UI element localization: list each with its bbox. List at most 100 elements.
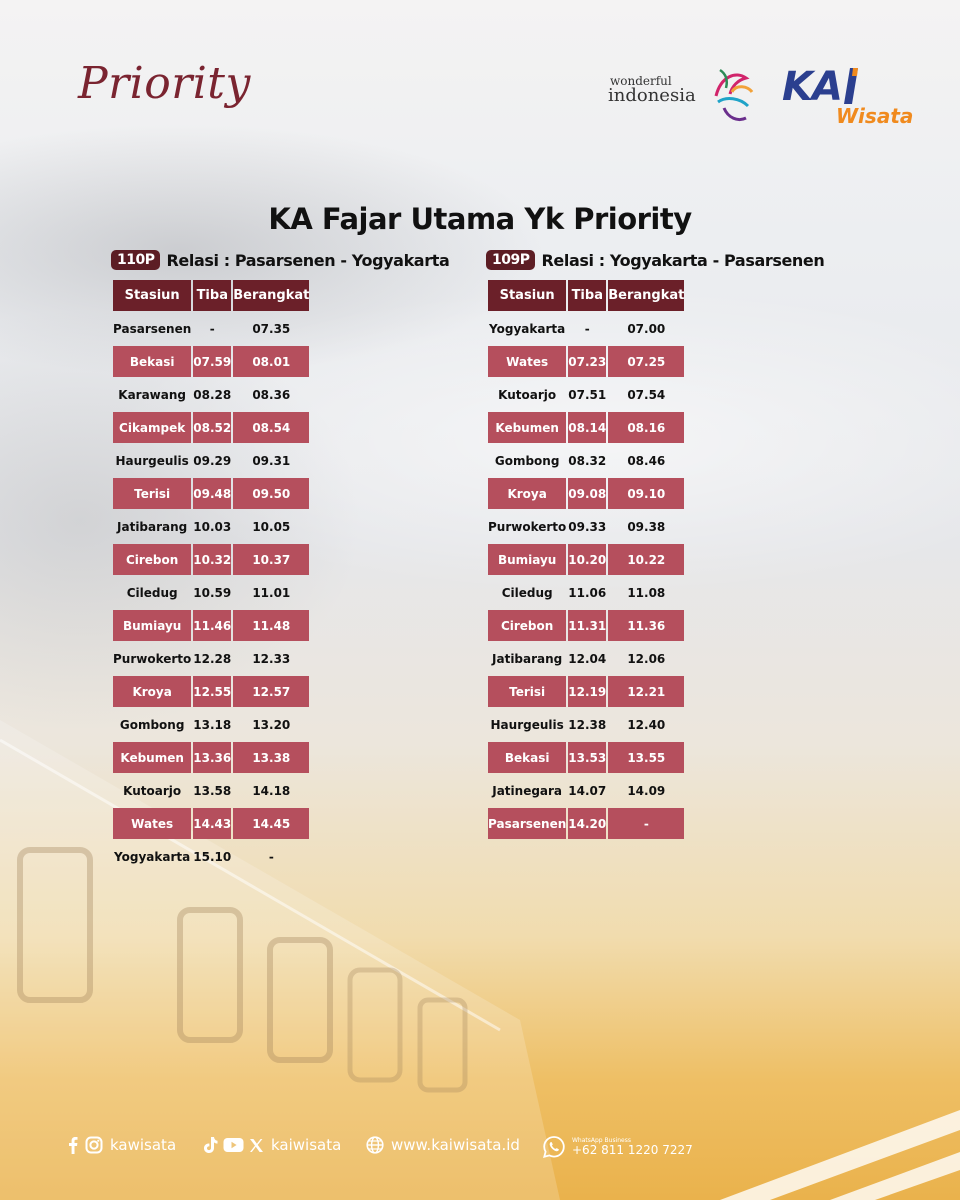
- footer-social-kawisata[interactable]: kawisata: [68, 1136, 176, 1154]
- cell-berangkat: 12.40: [627, 717, 666, 732]
- whatsapp-number[interactable]: +62 811 1220 7227: [572, 1143, 693, 1157]
- whatsapp-icon[interactable]: [542, 1135, 566, 1159]
- cell-berangkat: 08.01: [233, 346, 310, 377]
- cell-stasiun: Terisi: [113, 478, 192, 509]
- cell-berangkat: 14.18: [252, 783, 291, 798]
- table-row: Jatinegara 14.07 14.09: [488, 775, 684, 806]
- table-row: Kebumen 08.14 08.16: [488, 412, 685, 443]
- schedule-table-109p: Stasiun Tiba Berangkat Yogyakarta - 07.00 W…: [486, 278, 686, 841]
- cell-stasiun: Jatibarang: [492, 651, 563, 666]
- table-row: Ciledug 11.06 11.08: [488, 577, 684, 608]
- cell-stasiun: Bumiayu: [488, 544, 567, 575]
- cell-tiba: 14.43: [193, 808, 232, 839]
- column-header-tiba: Tiba: [568, 280, 607, 311]
- cell-tiba: 09.48: [193, 478, 232, 509]
- table-row: Haurgeulis 12.38 12.40: [488, 709, 684, 740]
- cell-berangkat: 13.55: [608, 742, 685, 773]
- youtube-icon[interactable]: [223, 1137, 244, 1153]
- cell-tiba: 13.36: [193, 742, 232, 773]
- cell-stasiun: Yogyakarta: [489, 321, 566, 336]
- footer-whatsapp-contact[interactable]: WhatsApp Business +62 811 1220 7227: [542, 1135, 693, 1159]
- cell-berangkat: 12.57: [233, 676, 310, 707]
- cell-berangkat: 09.10: [608, 478, 685, 509]
- cell-berangkat: 10.22: [608, 544, 685, 575]
- table-row: Yogyakarta - 07.00: [488, 313, 684, 344]
- cell-tiba: 10.59: [193, 585, 232, 600]
- route-110p-heading: 110P Relasi : Pasarsenen - Yogyakarta: [111, 250, 450, 270]
- cell-tiba: 12.19: [568, 676, 607, 707]
- column-header-berangkat: Berangkat: [608, 280, 685, 311]
- schedule-table-body-110p: Pasarsenen -07.35 Bekasi 07.59 08.01 Karawang…: [113, 313, 310, 872]
- cell-stasiun: Cikampek: [113, 412, 192, 443]
- page-title: KA Fajar Utama Yk Priority: [268, 202, 692, 236]
- whatsapp-text-group: WhatsApp Business +62 811 1220 7227: [572, 1137, 693, 1157]
- cell-stasiun: Bumiayu: [113, 610, 192, 641]
- table-row: Gombong 08.32 08.46: [488, 445, 684, 476]
- cell-tiba: 07.23: [568, 346, 607, 377]
- footer-social-kaiwisata[interactable]: kaiwisata: [203, 1136, 341, 1154]
- footer-website-link[interactable]: www.kaiwisata.id: [366, 1136, 520, 1154]
- footer-handle-kawisata[interactable]: kawisata: [110, 1136, 177, 1154]
- cell-berangkat: 08.46: [627, 453, 666, 468]
- cell-stasiun: Kebumen: [113, 742, 192, 773]
- cell-tiba: -: [209, 321, 215, 336]
- cell-berangkat: 13.20: [252, 717, 291, 732]
- cell-tiba: 10.32: [193, 544, 232, 575]
- table-row: Wates 07.23 07.25: [488, 346, 685, 377]
- cell-stasiun: Gombong: [119, 717, 185, 732]
- cell-stasiun: Kroya: [113, 676, 192, 707]
- table-row: Purwokerto 09.33 09.38: [488, 511, 684, 542]
- cell-stasiun: Purwokerto: [488, 519, 567, 534]
- train-code-badge: 110P: [111, 250, 161, 270]
- cell-tiba: 12.55: [193, 676, 232, 707]
- cell-stasiun: Purwokerto: [113, 651, 192, 666]
- cell-stasiun: Bekasi: [113, 346, 192, 377]
- table-row: Purwokerto 12.28 12.33: [113, 643, 309, 674]
- globe-icon: [366, 1136, 384, 1154]
- kai-logo-wisata-text: Wisata: [836, 104, 914, 128]
- cell-berangkat: -: [608, 808, 685, 839]
- cell-tiba: 13.18: [193, 717, 232, 732]
- cell-stasiun: Bekasi: [488, 742, 567, 773]
- cell-berangkat: 07.35: [252, 321, 291, 336]
- cell-tiba: 12.04: [568, 651, 607, 666]
- table-row: Karawang 08.28 08.36: [113, 379, 309, 410]
- cell-berangkat: 11.08: [627, 585, 666, 600]
- table-row: Bumiayu 11.46 11.48: [113, 610, 310, 641]
- cell-tiba: 13.53: [568, 742, 607, 773]
- cell-stasiun: Cirebon: [113, 544, 192, 575]
- cell-berangkat: 07.54: [627, 387, 666, 402]
- cell-stasiun: Ciledug: [501, 585, 553, 600]
- cell-berangkat: 14.45: [233, 808, 310, 839]
- cell-stasiun: Wates: [113, 808, 192, 839]
- table-row: Kroya 09.08 09.10: [488, 478, 685, 509]
- cell-berangkat: 08.54: [233, 412, 310, 443]
- cell-berangkat: 11.01: [252, 585, 291, 600]
- footer-handle-kaiwisata[interactable]: kaiwisata: [271, 1136, 342, 1154]
- table-row: Kutoarjo 13.58 14.18: [113, 775, 309, 806]
- cell-tiba: 08.32: [568, 453, 607, 468]
- cell-stasiun: Haurgeulis: [490, 717, 564, 732]
- cell-stasiun: Pasarsenen: [488, 808, 567, 839]
- cell-berangkat: 13.38: [233, 742, 310, 773]
- cell-tiba: 07.59: [193, 346, 232, 377]
- footer-website-text[interactable]: www.kaiwisata.id: [391, 1136, 520, 1154]
- cell-stasiun: Kebumen: [488, 412, 567, 443]
- table-row: Bekasi 07.59 08.01: [113, 346, 310, 377]
- route-relasi-label: Relasi : Yogyakarta - Pasarsenen: [541, 250, 825, 270]
- table-row: Bekasi 13.53 13.55: [488, 742, 685, 773]
- tiktok-icon[interactable]: [203, 1136, 218, 1154]
- cell-tiba: 11.46: [193, 610, 232, 641]
- cell-berangkat: 08.16: [608, 412, 685, 443]
- cell-tiba: 12.38: [568, 717, 607, 732]
- x-icon[interactable]: [249, 1138, 264, 1153]
- cell-stasiun: Jatinegara: [492, 783, 563, 798]
- column-header-tiba: Tiba: [193, 280, 232, 311]
- schedule-table-body-109p: Yogyakarta - 07.00 Wates 07.23 07.25 Kutoarjo 0…: [488, 313, 685, 839]
- cell-tiba: 09.08: [568, 478, 607, 509]
- facebook-icon[interactable]: [68, 1136, 78, 1154]
- table-row: Cirebon 10.32 10.37: [113, 544, 310, 575]
- cell-stasiun: Gombong: [494, 453, 560, 468]
- table-row: Pasarsenen 14.20-: [488, 808, 685, 839]
- instagram-icon[interactable]: [85, 1136, 103, 1154]
